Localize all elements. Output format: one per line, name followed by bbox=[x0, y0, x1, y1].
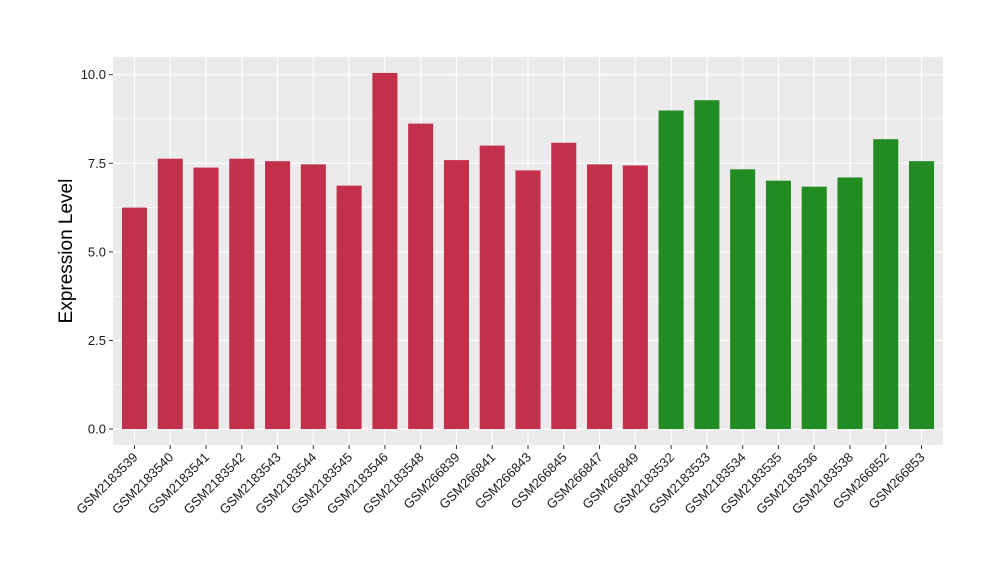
bar bbox=[658, 110, 684, 430]
bar bbox=[336, 185, 362, 430]
y-tick-label: 2.5 bbox=[88, 333, 106, 348]
bar bbox=[515, 170, 541, 430]
bar bbox=[909, 161, 935, 430]
bar bbox=[873, 139, 899, 430]
bar bbox=[551, 142, 577, 430]
bar bbox=[157, 158, 183, 430]
bar bbox=[694, 100, 720, 430]
bar bbox=[622, 165, 648, 430]
x-tick-label: GSM2183539 bbox=[73, 450, 140, 517]
bar bbox=[121, 207, 147, 430]
bar bbox=[265, 161, 291, 430]
bar bbox=[730, 169, 756, 430]
y-axis-title: Expression Level bbox=[56, 179, 77, 324]
bar bbox=[300, 164, 326, 430]
bar bbox=[372, 72, 398, 430]
y-tick-label: 10.0 bbox=[81, 67, 106, 82]
y-tick-label: 0.0 bbox=[88, 422, 106, 437]
bar bbox=[765, 180, 791, 430]
bar bbox=[193, 167, 219, 430]
y-tick-label: 7.5 bbox=[88, 156, 106, 171]
bar bbox=[479, 145, 505, 430]
bar bbox=[837, 177, 863, 430]
bars bbox=[121, 72, 935, 430]
y-axis: 0.0 2.5 5.0 7.5 10.0 bbox=[81, 67, 113, 437]
y-tick-label: 5.0 bbox=[88, 244, 106, 259]
bar bbox=[408, 123, 434, 430]
bar bbox=[229, 158, 255, 430]
bar bbox=[587, 164, 613, 430]
bar bbox=[443, 160, 469, 430]
x-axis: GSM2183539GSM2183540GSM2183541GSM2183542… bbox=[73, 445, 928, 517]
bar bbox=[801, 186, 827, 430]
